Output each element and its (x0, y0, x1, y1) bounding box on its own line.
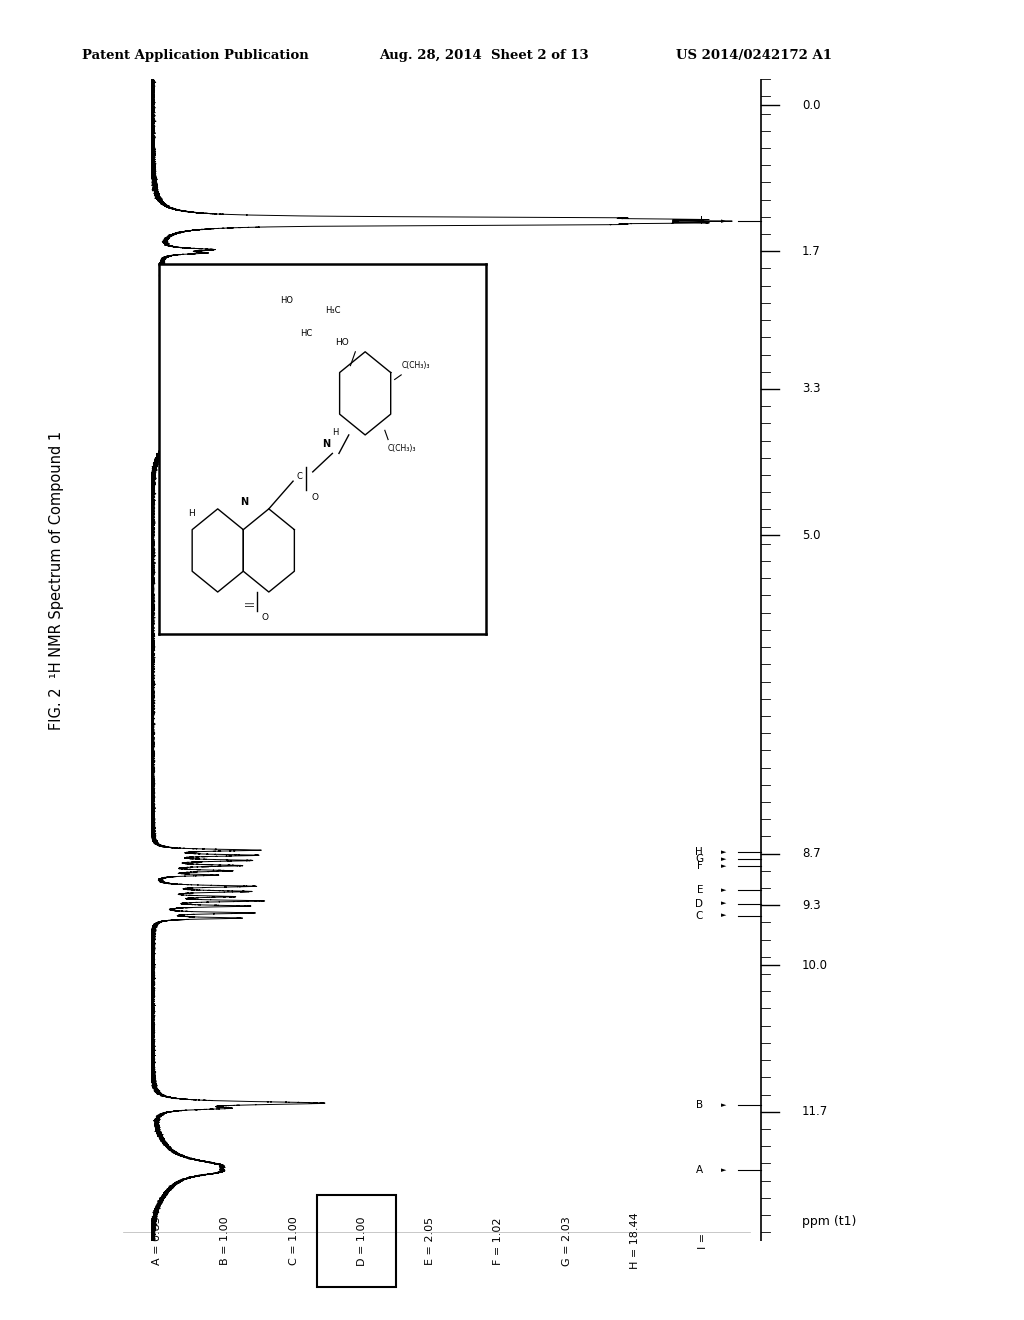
Text: C: C (695, 911, 703, 920)
Text: O: O (311, 492, 318, 502)
Text: 8.7: 8.7 (802, 847, 820, 861)
Text: HO: HO (335, 338, 349, 347)
Text: ►: ► (721, 1102, 726, 1107)
Text: G: G (695, 854, 703, 863)
Text: Aug. 28, 2014  Sheet 2 of 13: Aug. 28, 2014 Sheet 2 of 13 (379, 49, 589, 62)
Text: C(CH₃)₃: C(CH₃)₃ (401, 362, 430, 370)
Text: A: A (696, 1166, 703, 1175)
Text: 11.7: 11.7 (802, 1105, 828, 1118)
Text: N: N (240, 496, 248, 507)
Text: FIG. 2  ¹H NMR Spectrum of Compound 1: FIG. 2 ¹H NMR Spectrum of Compound 1 (49, 432, 63, 730)
Text: 0.0: 0.0 (802, 99, 820, 111)
Text: B = 1.00: B = 1.00 (220, 1217, 230, 1265)
Text: ►: ► (721, 218, 726, 224)
Text: H: H (333, 428, 339, 437)
Text: ►: ► (721, 887, 726, 892)
Text: HC: HC (300, 329, 312, 338)
Text: ►: ► (721, 1167, 726, 1173)
Text: G = 2.03: G = 2.03 (561, 1216, 571, 1266)
Text: I: I (700, 216, 703, 226)
Text: F = 1.02: F = 1.02 (494, 1217, 504, 1265)
Text: C = 1.00: C = 1.00 (289, 1217, 299, 1265)
Text: 3.3: 3.3 (802, 383, 820, 396)
Text: ►: ► (721, 849, 726, 855)
Text: E: E (696, 884, 703, 895)
Text: H: H (695, 847, 703, 857)
Text: ►: ► (721, 900, 726, 907)
Text: B: B (696, 1100, 703, 1110)
Text: H: H (188, 510, 195, 517)
Text: Patent Application Publication: Patent Application Publication (82, 49, 308, 62)
Text: ppm (t1): ppm (t1) (802, 1214, 856, 1228)
Text: C(CH₃)₃: C(CH₃)₃ (388, 445, 417, 453)
Text: O: O (262, 612, 269, 622)
Text: D: D (695, 899, 703, 908)
Text: E = 2.05: E = 2.05 (425, 1217, 435, 1265)
Text: I =: I = (698, 1233, 709, 1249)
Text: D = 1.00: D = 1.00 (356, 1216, 367, 1266)
Text: ►: ► (721, 863, 726, 869)
Text: 5.0: 5.0 (802, 529, 820, 541)
Text: F: F (697, 861, 703, 871)
Text: A = 0.83: A = 0.83 (152, 1217, 162, 1265)
Text: N: N (322, 440, 330, 449)
Text: H = 18.44: H = 18.44 (630, 1213, 640, 1269)
Text: ►: ► (721, 912, 726, 919)
Text: 1.7: 1.7 (802, 244, 820, 257)
Text: 9.3: 9.3 (802, 899, 820, 912)
Text: 10.0: 10.0 (802, 958, 827, 972)
Text: HO: HO (280, 297, 293, 305)
Text: ►: ► (721, 855, 726, 862)
Text: US 2014/0242172 A1: US 2014/0242172 A1 (676, 49, 831, 62)
Text: C: C (297, 473, 302, 480)
Text: ||: || (245, 601, 254, 606)
Text: H₃C: H₃C (325, 306, 340, 314)
